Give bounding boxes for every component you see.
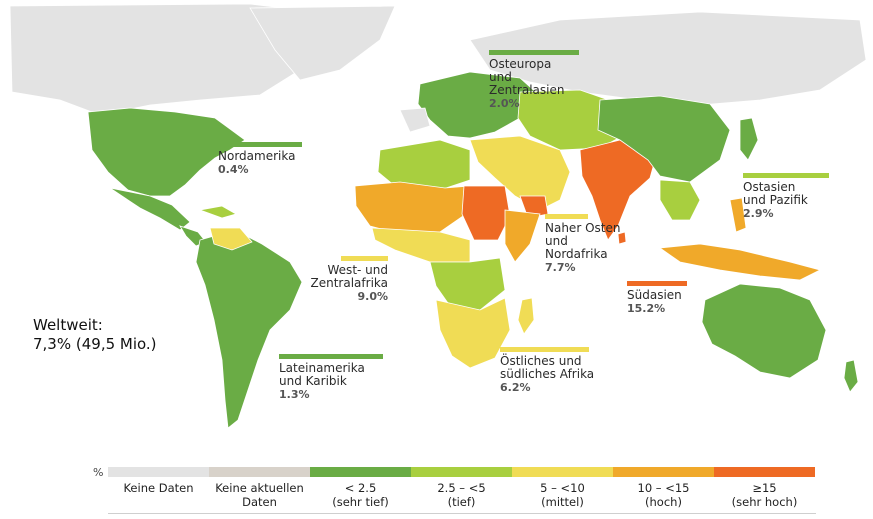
land-sri-lanka — [617, 231, 627, 245]
region-osteuropa: Osteuropa und Zentralasien 2.0% — [489, 50, 579, 111]
land-new-zealand — [843, 359, 859, 393]
legend-swatch-no-data — [108, 467, 209, 477]
land-australia — [701, 283, 827, 379]
legend-swatch-low — [411, 467, 512, 477]
land-mexico — [109, 187, 191, 231]
region-bar — [279, 354, 383, 359]
region-bar — [500, 347, 589, 352]
land-southern-africa — [435, 297, 511, 369]
legend-label-very-high: ≥15 (sehr hoch) — [731, 481, 798, 509]
region-bar — [341, 256, 388, 261]
region-value: 1.3% — [279, 388, 310, 401]
region-value: 6.2% — [500, 381, 531, 394]
region-name: Lateinamerika und Karibik — [279, 361, 365, 388]
region-name: Östliches und südliches Afrika — [500, 354, 595, 381]
legend-label-no-current-data: Keine aktuellen Daten — [215, 481, 304, 509]
land-southeast-asia — [659, 179, 701, 221]
legend-label-no-data: Keine Daten — [123, 481, 194, 495]
region-suedasien: Südasien 15.2% — [627, 281, 687, 316]
land-middle-east — [469, 135, 571, 211]
land-andean-north — [209, 227, 253, 251]
region-name: West- und Zentralafrika — [310, 263, 388, 290]
region-bar — [627, 281, 687, 286]
legend-swatch-very-high — [714, 467, 815, 477]
region-nordamerika: Nordamerika 0.4% — [218, 142, 302, 177]
region-name: Nordamerika — [218, 149, 296, 163]
region-oestliches-afrika: Östliches und südliches Afrika 6.2% — [500, 347, 594, 395]
land-indonesia — [658, 243, 822, 281]
land-philippines — [729, 197, 747, 233]
worldwide-summary: Weltweit: 7,3% (49,5 Mio.) — [33, 316, 157, 354]
land-south-america — [195, 229, 303, 429]
legend-label-high: 10 – <15 (hoch) — [637, 481, 690, 509]
legend-swatch-medium — [512, 467, 613, 477]
world-map — [9, 3, 867, 429]
land-maghreb — [377, 139, 471, 191]
land-horn — [504, 209, 541, 263]
land-russia — [469, 11, 867, 106]
region-value: 0.4% — [218, 163, 249, 176]
legend-divider — [108, 513, 816, 514]
region-value: 2.9% — [743, 207, 774, 220]
land-japan — [739, 117, 759, 161]
region-naher-osten: Naher Osten und Nordafrika 7.7% — [545, 214, 620, 275]
region-bar — [545, 214, 588, 219]
region-lateinamerika: Lateinamerika und Karibik 1.3% — [279, 354, 383, 402]
legend-label-medium: 5 – <10 (mittel) — [540, 481, 585, 509]
land-sudan — [461, 185, 511, 241]
region-bar — [218, 142, 302, 147]
legend-swatch-very-low — [310, 467, 411, 477]
region-name: Ostasien und Pazifik — [743, 180, 808, 207]
region-ostasien: Ostasien und Pazifik 2.9% — [743, 173, 829, 221]
legend-label-low: 2.5 – <5 (tief) — [437, 481, 486, 509]
region-value: 2.0% — [489, 97, 520, 110]
worldwide-label: Weltweit: — [33, 316, 103, 334]
legend-swatch-no-current-data — [209, 467, 310, 477]
land-caribbean — [198, 205, 238, 219]
region-value: 7.7% — [545, 261, 576, 274]
land-greenland — [249, 5, 396, 81]
legend-label-very-low: < 2.5 (sehr tief) — [332, 481, 389, 509]
land-central-africa — [429, 257, 506, 311]
region-westafrika: West- und Zentralafrika 9.0% — [311, 256, 388, 304]
region-value: 9.0% — [357, 290, 388, 303]
land-madagascar — [517, 297, 535, 335]
land-north-america — [87, 107, 246, 197]
region-bar — [743, 173, 829, 178]
region-name: Südasien — [627, 288, 682, 302]
region-bar — [489, 50, 579, 55]
land-iberia — [399, 107, 431, 133]
legend-swatch-high — [613, 467, 714, 477]
region-name: Osteuropa und Zentralasien — [489, 57, 565, 97]
region-value: 15.2% — [627, 302, 666, 315]
worldwide-value: 7,3% (49,5 Mio.) — [33, 335, 157, 353]
legend: % Keine Daten Keine aktuellen Daten < 2.… — [93, 464, 823, 514]
land-sahel — [354, 181, 471, 235]
region-name: Naher Osten und Nordafrika — [545, 221, 621, 261]
legend-unit: % — [93, 466, 104, 479]
